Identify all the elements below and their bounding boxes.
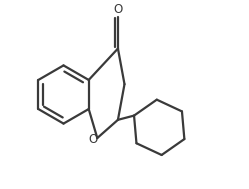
Text: O: O	[88, 133, 97, 146]
Text: O: O	[113, 3, 123, 16]
